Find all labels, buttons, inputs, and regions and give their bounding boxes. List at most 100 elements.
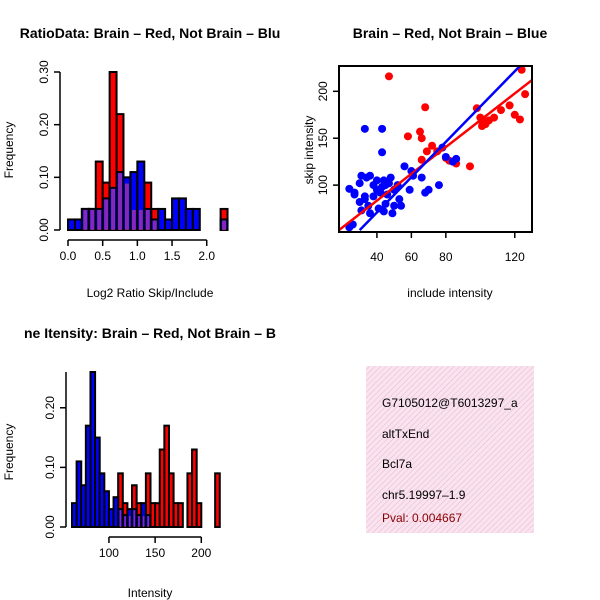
overlap-bar-8	[138, 209, 143, 230]
overlap-bar-6	[124, 183, 129, 230]
overlap-bar-4	[111, 188, 116, 230]
overlap-bar-4	[138, 516, 140, 527]
y-tick-label-2: 0.20	[37, 113, 51, 137]
blue-point-40	[400, 162, 409, 171]
intensity-histogram-ylabel: Frequency	[2, 424, 16, 481]
overlap-bar-3	[133, 510, 136, 527]
scatter-fit-lines	[340, 66, 532, 231]
blue-bar-0	[67, 218, 76, 231]
blue-bar-14	[164, 218, 174, 231]
ratio-histogram-ylabel: Frequency	[2, 122, 16, 179]
intensity-histogram: ne Itensity: Brain – Red, Not Brain – B …	[2, 325, 276, 600]
scatter-x-tick-label-0: 40	[370, 250, 384, 264]
red-point-20	[490, 113, 499, 122]
event-id: G7105012@T6013297_a	[382, 396, 518, 410]
pvalue-text: Pval: 0.004667	[382, 511, 462, 525]
y-tick-label-2: 0.20	[43, 396, 57, 420]
chromosome-location: chr5.19997–1.9	[382, 488, 466, 502]
blue-bar-13	[157, 207, 167, 231]
blue-point-48	[417, 173, 426, 182]
scatter-xlabel: include intensity	[407, 286, 492, 300]
red-bar-17	[214, 472, 221, 529]
overlap-bar-11	[222, 220, 227, 230]
ratio-histogram-bars	[67, 71, 229, 232]
blue-point-17	[376, 188, 385, 197]
x-tick-label-1: 0.5	[94, 249, 111, 263]
blue-point-22	[355, 197, 364, 206]
red-point-0	[384, 72, 393, 81]
ratio-histogram: RatioData: Brain – Red, Not Brain – Blu …	[2, 25, 280, 300]
blue-bar-16	[177, 197, 187, 231]
blue-point-26	[390, 201, 399, 210]
blue-point-6	[357, 171, 366, 180]
scatter-axes: 40 60 80 120 100 150 200	[316, 81, 525, 264]
red-point-4	[417, 134, 426, 143]
x-tick-label-3: 1.5	[164, 249, 181, 263]
scatter-ylabel: skip intensity	[302, 116, 316, 185]
overlap-bar-6	[147, 516, 149, 527]
red-bar-15	[191, 448, 198, 528]
overlap-bar-7	[131, 209, 136, 230]
overlap-bar-0	[119, 510, 122, 527]
x-tick-label-4: 2.0	[198, 249, 215, 263]
blue-bar-1	[73, 218, 83, 231]
blue-bar-17	[184, 207, 194, 231]
scatter-plot-box	[338, 65, 533, 233]
overlap-bar-1	[124, 516, 126, 527]
blue-point-2	[355, 179, 364, 188]
blue-point-13	[386, 173, 395, 182]
overlap-bar-2	[128, 516, 131, 527]
y-tick-label-0: 0.00	[37, 218, 51, 242]
blue-point-28	[388, 209, 397, 218]
intensity-histogram-bars	[71, 371, 221, 529]
scatter-x-tick-label-2: 80	[439, 250, 453, 264]
blue-point-49	[360, 192, 369, 201]
overlap-bar-5	[118, 173, 122, 230]
blue-point-31	[366, 209, 375, 218]
overlap-bar-0	[83, 209, 88, 230]
blue-bar-18	[191, 207, 201, 231]
red-point-7	[422, 147, 431, 156]
red-bar-16	[195, 502, 203, 528]
red-point-21	[496, 106, 505, 115]
intensity-histogram-xlabel: Intensity	[128, 586, 173, 600]
red-fit-line	[340, 79, 532, 231]
red-point-13	[472, 104, 481, 113]
blue-point-36	[378, 124, 387, 133]
scatter-y-tick-label-0: 100	[316, 175, 330, 195]
red-bar-13	[177, 502, 184, 528]
red-point-26	[515, 115, 524, 124]
event-type: altTxEnd	[382, 427, 429, 441]
blue-point-27	[395, 195, 404, 204]
x-tick-label-0: 100	[99, 546, 119, 560]
overlap-bar-5	[142, 516, 145, 527]
red-point-22	[505, 101, 514, 110]
overlap-bar-1	[90, 209, 95, 230]
red-point-1	[421, 103, 430, 112]
blue-point-5	[366, 171, 375, 180]
blue-point-46	[448, 157, 457, 166]
red-point-12	[465, 162, 474, 171]
blue-point-43	[424, 185, 433, 194]
blue-point-29	[379, 207, 388, 216]
scatter-x-tick-label-3: 120	[505, 250, 525, 264]
x-tick-label-0: 0.0	[60, 249, 77, 263]
blue-point-3	[360, 124, 369, 133]
red-point-3	[415, 127, 424, 136]
blue-bar-15	[171, 197, 180, 231]
red-point-8	[417, 155, 426, 164]
intensity-histogram-title: ne Itensity: Brain – Red, Not Brain – B	[24, 325, 276, 341]
intensity-scatter: Brain – Red, Not Brain – Blue 40 60 80 120 1…	[302, 25, 547, 300]
x-tick-label-2: 200	[191, 546, 211, 560]
scatter-y-tick-label-2: 200	[316, 81, 330, 101]
x-tick-label-1: 150	[145, 546, 165, 560]
y-tick-label-0: 0.00	[43, 515, 57, 539]
info-panel-background	[366, 366, 534, 533]
blue-point-35	[378, 148, 387, 157]
red-point-23	[510, 110, 519, 119]
ratio-histogram-axes: 0.00 0.10 0.20 0.30 0.0 0.5 1.0 1.5 2.0	[37, 60, 215, 263]
blue-point-19	[369, 192, 378, 201]
blue-point-30	[397, 201, 406, 210]
red-point-6	[428, 141, 437, 150]
